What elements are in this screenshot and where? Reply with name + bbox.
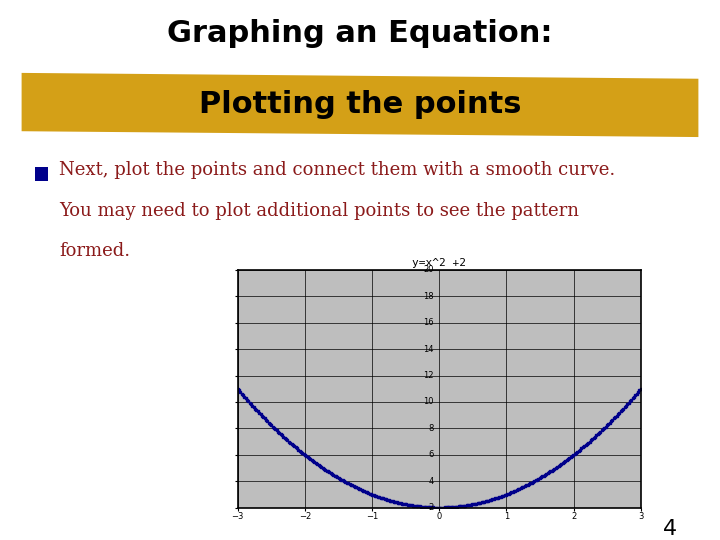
- Bar: [35, 167, 48, 181]
- Text: 6: 6: [428, 450, 434, 460]
- Text: 4: 4: [428, 477, 434, 485]
- Text: 14: 14: [423, 345, 434, 354]
- Text: 10: 10: [423, 397, 434, 407]
- Text: 16: 16: [423, 318, 434, 327]
- Text: 20: 20: [423, 266, 434, 274]
- Text: formed.: formed.: [59, 242, 130, 260]
- Polygon shape: [22, 73, 698, 137]
- Text: 12: 12: [423, 371, 434, 380]
- Text: 2: 2: [428, 503, 434, 512]
- Title: y=x^2 +2: y=x^2 +2: [413, 258, 467, 268]
- Text: 4: 4: [662, 519, 677, 539]
- Text: 18: 18: [423, 292, 434, 301]
- Text: Plotting the points: Plotting the points: [199, 91, 521, 119]
- Text: 8: 8: [428, 424, 434, 433]
- Text: Next, plot the points and connect them with a smooth curve.: Next, plot the points and connect them w…: [59, 161, 616, 179]
- Text: Graphing an Equation:: Graphing an Equation:: [167, 19, 553, 48]
- Text: You may need to plot additional points to see the pattern: You may need to plot additional points t…: [59, 201, 579, 220]
